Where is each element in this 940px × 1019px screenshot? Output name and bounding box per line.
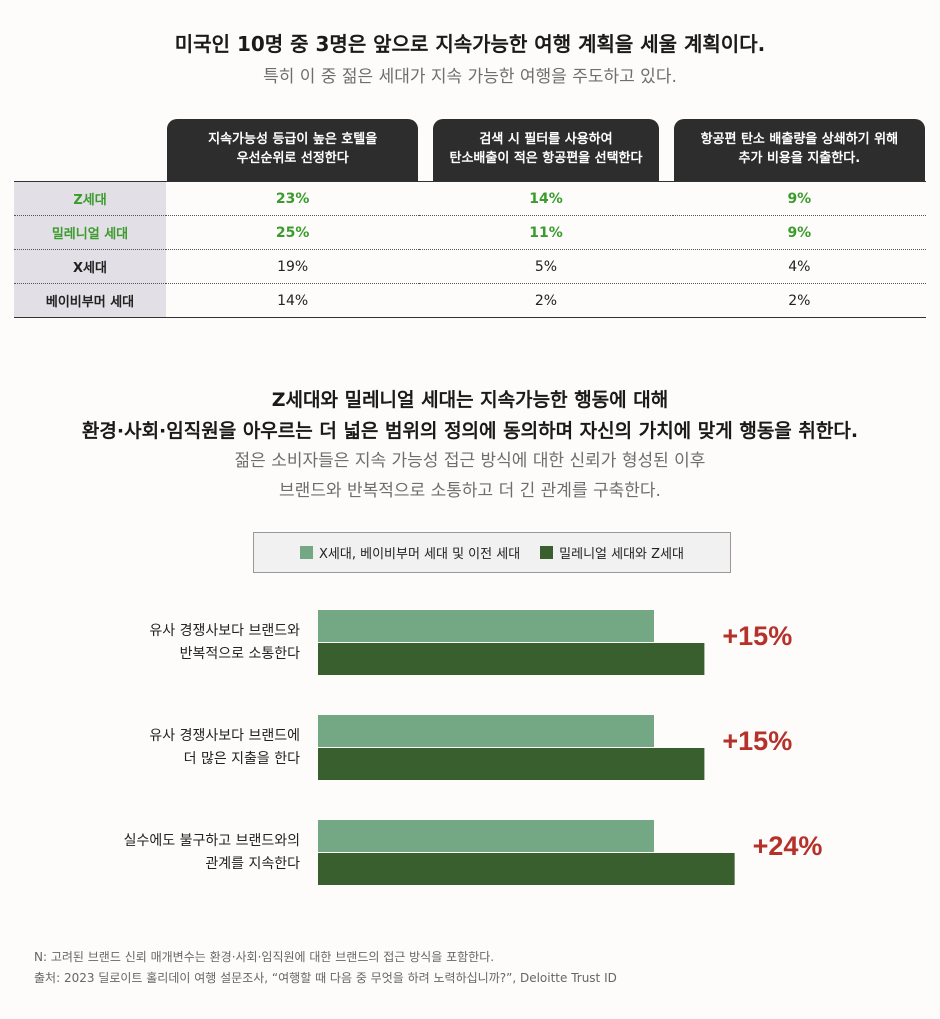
table-cell: 14% [419, 181, 673, 216]
table-row-millennial: 밀레니얼 세대 25% 11% 9% [14, 215, 926, 250]
table-header-hotel: 지속가능성 등급이 높은 호텔을 우선순위로 선정한다 [166, 119, 419, 182]
category-label: 반복적으로 소통한다 [180, 646, 300, 662]
page-title: 미국인 10명 중 3명은 앞으로 지속가능한 여행 계획을 세울 계획이다. [174, 32, 766, 56]
section-subtitle: 젊은 소비자들은 지속 가능성 접근 방식에 대한 신뢰가 형성된 이후 브랜드… [234, 451, 706, 501]
table-cell: 9% [672, 181, 926, 216]
table-header-carbon-offset: 항공편 탄소 배출량을 상쇄하기 위해 추가 비용을 지출한다. [673, 119, 926, 182]
table-cell: 25% [166, 215, 420, 250]
bar-older-generation [318, 715, 654, 747]
section-title: Z세대와 밀레니얼 세대는 지속가능한 행동에 대해 환경·사회·임직원을 아우… [81, 389, 859, 442]
difference-label: +15% [722, 621, 792, 651]
table-row-gen-x: X세대 19% 5% 4% [14, 249, 926, 284]
category-label: 관계를 지속한다 [205, 856, 300, 872]
table-cell: 4% [672, 249, 926, 284]
footer-notes: N: 고려된 브랜드 신뢰 매개변수는 환경·사회·임직원에 대한 브랜드의 접… [34, 947, 617, 989]
row-label: 밀레니얼 세대 [14, 215, 166, 250]
difference-label: +24% [753, 831, 823, 861]
table-cell: 19% [166, 249, 420, 284]
category-label: 유사 경쟁사보다 브랜드와 [149, 623, 300, 639]
bar-younger-generation [318, 643, 705, 675]
table-cell: 14% [166, 283, 420, 318]
page-subtitle: 특히 이 중 젊은 세대가 지속 가능한 여행을 주도하고 있다. [263, 67, 677, 87]
legend-item-younger: 밀레니얼 세대와 Z세대 [540, 543, 684, 562]
row-label: 베이비부머 세대 [14, 283, 166, 318]
footer-source: 출처: 2023 딜로이트 홀리데이 여행 설문조사, “여행할 때 다음 중 … [34, 971, 617, 985]
row-label: X세대 [14, 249, 166, 284]
bar-younger-generation [318, 853, 735, 885]
table-row-boomer: 베이비부머 세대 14% 2% 2% [14, 283, 926, 318]
category-label: 유사 경쟁사보다 브랜드에 [149, 728, 300, 744]
legend-item-older: X세대, 베이비부머 세대 및 이전 세대 [300, 543, 520, 562]
table-cell: 11% [419, 215, 673, 250]
difference-label: +15% [722, 726, 792, 756]
table-cell: 23% [166, 181, 420, 216]
bar-older-generation [318, 610, 654, 642]
legend-swatch-dark [540, 546, 554, 559]
bar-older-generation [318, 820, 654, 852]
table-header-flight-filter: 검색 시 필터를 사용하여 탄소배출이 적은 항공편을 선택한다 [419, 119, 672, 182]
table-cell: 2% [419, 283, 673, 318]
generation-table: 지속가능성 등급이 높은 호텔을 우선순위로 선정한다 검색 시 필터를 사용하여… [14, 119, 926, 318]
table-cell: 5% [419, 249, 673, 284]
table-cell: 9% [672, 215, 926, 250]
category-label: 더 많은 지출을 한다 [184, 751, 301, 767]
table-cell: 2% [672, 283, 926, 318]
legend-swatch-light [300, 546, 314, 559]
chart-legend: X세대, 베이비부머 세대 및 이전 세대 밀레니얼 세대와 Z세대 [253, 532, 731, 573]
category-label: 실수에도 불구하고 브랜드와의 [124, 833, 300, 849]
footer-note: N: 고려된 브랜드 신뢰 매개변수는 환경·사회·임직원에 대한 브랜드의 접… [34, 950, 495, 964]
table-row-gen-z: Z세대 23% 14% 9% [14, 181, 926, 216]
bar-younger-generation [318, 748, 705, 780]
row-label: Z세대 [14, 181, 166, 216]
